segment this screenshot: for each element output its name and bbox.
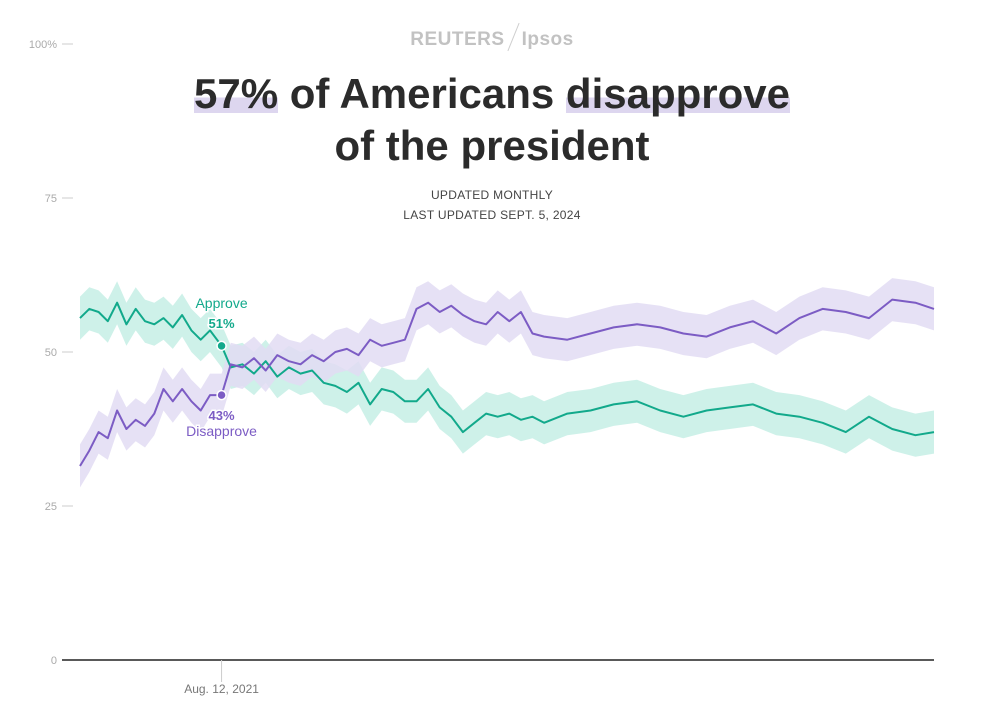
brand-reuters: REUTERS bbox=[410, 29, 505, 50]
title-middle: of Americans bbox=[278, 70, 566, 117]
band-approve bbox=[80, 281, 934, 457]
brand-ipsos: Ipsos bbox=[521, 29, 574, 50]
title-highlight-percent: 57% bbox=[193, 70, 279, 117]
y-tick-label: 100% bbox=[29, 39, 57, 51]
series-line-disapprove bbox=[79, 298, 935, 467]
subtitle-updated: LAST UPDATED SEPT. 5, 2024 bbox=[403, 208, 581, 222]
approve-value-label: 51% bbox=[209, 316, 235, 331]
subtitle-frequency: UPDATED MONTHLY bbox=[430, 188, 554, 202]
approve-label: Approve bbox=[195, 295, 247, 311]
disapprove-value-label: 43% bbox=[209, 408, 235, 423]
chart-title: 57% of Americans disapprove of the presi… bbox=[0, 68, 984, 172]
y-tick-label: 75 bbox=[45, 193, 57, 205]
approve-highlight-point bbox=[216, 340, 227, 352]
brand-logo: REUTERS Ipsos bbox=[0, 22, 984, 52]
disapprove-label: Disapprove bbox=[186, 423, 257, 439]
series-line-approve bbox=[79, 301, 935, 437]
title-line2: of the president bbox=[334, 122, 650, 169]
y-tick-label: 50 bbox=[45, 347, 57, 359]
y-tick-label: 25 bbox=[45, 501, 57, 513]
disapprove-highlight-point bbox=[216, 389, 227, 401]
title-highlight-disapprove: disapprove bbox=[565, 70, 790, 117]
y-tick-label: 0 bbox=[51, 655, 57, 667]
x-tick-label: Aug. 12, 2021 bbox=[184, 682, 259, 696]
